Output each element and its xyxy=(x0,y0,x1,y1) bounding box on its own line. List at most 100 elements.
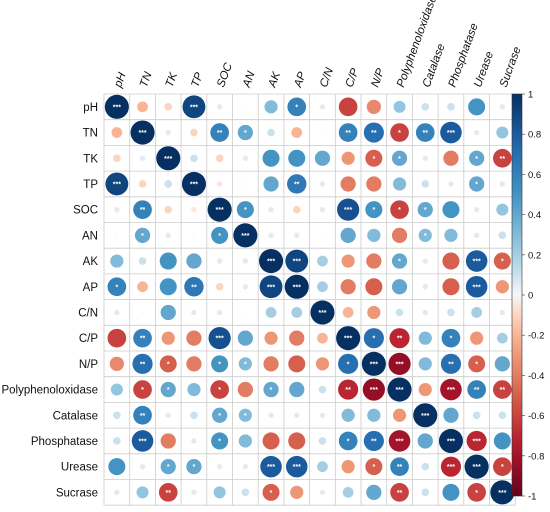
significance-stars: ** xyxy=(140,336,146,343)
correlation-circle xyxy=(421,103,430,111)
correlation-circle xyxy=(498,231,507,240)
correlation-circle xyxy=(444,228,458,242)
correlation-circle xyxy=(187,382,201,397)
correlation-circle xyxy=(191,309,197,316)
column-label: AK xyxy=(266,69,283,90)
correlation-circle xyxy=(438,428,464,454)
correlation-circle xyxy=(465,250,488,272)
significance-stars: ** xyxy=(397,336,403,343)
significance-stars: ** xyxy=(397,490,403,497)
correlation-circle xyxy=(340,279,356,295)
column-label: Sucrase xyxy=(498,45,524,89)
correlation-circle xyxy=(268,206,274,213)
row-label: TN xyxy=(83,128,98,140)
correlation-circle xyxy=(181,171,206,196)
column-label: TK xyxy=(164,70,181,89)
correlation-circle xyxy=(186,253,202,269)
correlation-circle xyxy=(292,205,301,214)
significance-stars: *** xyxy=(190,104,198,111)
correlation-circle xyxy=(242,284,249,290)
correlation-circle xyxy=(159,355,177,373)
colorbar-tick-label: 0.8 xyxy=(528,130,541,141)
correlation-circle xyxy=(259,248,284,274)
significance-stars: * xyxy=(398,207,401,214)
correlation-circle xyxy=(191,206,197,213)
correlation-circle xyxy=(238,408,252,422)
correlation-circle xyxy=(336,326,361,351)
column-label: Urease xyxy=(472,50,496,89)
correlation-circle xyxy=(290,485,304,499)
correlation-circle xyxy=(363,122,384,143)
correlation-circle xyxy=(216,104,223,110)
correlation-circle xyxy=(241,488,250,497)
correlation-circle xyxy=(366,484,382,500)
row-label: AK xyxy=(83,256,99,268)
correlation-circle xyxy=(494,356,510,372)
correlation-circle xyxy=(104,94,129,119)
correlation-circle xyxy=(318,437,327,445)
correlation-circle xyxy=(216,258,223,264)
correlation-circle xyxy=(442,252,460,270)
significance-stars: * xyxy=(398,156,401,163)
correlation-circle xyxy=(260,455,282,478)
correlation-circle xyxy=(341,254,355,268)
correlation-circle xyxy=(186,459,202,475)
correlation-circle xyxy=(138,180,147,188)
row-label: TP xyxy=(83,179,98,191)
correlation-circle xyxy=(421,180,430,188)
correlation-circle xyxy=(493,380,512,399)
correlation-circle xyxy=(108,458,126,476)
correlation-circle xyxy=(418,357,432,371)
correlation-circle xyxy=(105,172,129,196)
correlation-circle xyxy=(164,103,173,111)
correlation-circle xyxy=(237,124,253,141)
significance-stars: *** xyxy=(293,284,301,291)
column-label: TP xyxy=(189,71,205,89)
correlation-circle xyxy=(190,128,198,137)
correlation-circle xyxy=(111,127,123,138)
significance-stars: ** xyxy=(345,387,351,394)
significance-stars: * xyxy=(244,361,247,368)
column-label: AP xyxy=(292,70,309,90)
significance-stars: *** xyxy=(447,130,455,137)
correlation-circle xyxy=(415,123,435,142)
significance-stars: * xyxy=(167,464,170,471)
significance-stars: ** xyxy=(140,207,146,214)
correlation-circle xyxy=(242,258,249,264)
correlation-circle xyxy=(113,154,121,163)
correlation-circle xyxy=(417,433,433,449)
correlation-circle xyxy=(499,309,506,316)
correlation-circle xyxy=(160,381,176,398)
colorbar-tick-label: -0.2 xyxy=(528,331,544,342)
significance-stars: *** xyxy=(370,361,378,368)
significance-stars: * xyxy=(218,361,221,368)
correlation-circle xyxy=(216,463,223,470)
significance-stars: ** xyxy=(140,361,146,368)
colorbar-tick-label: 0.4 xyxy=(528,210,541,221)
significance-stars: *** xyxy=(370,387,378,394)
significance-stars: ** xyxy=(397,464,403,471)
correlation-circle xyxy=(138,257,147,265)
correlation-circle xyxy=(137,281,148,293)
correlation-circle xyxy=(190,411,198,420)
significance-stars: *** xyxy=(216,336,224,343)
significance-stars: * xyxy=(141,387,144,394)
colorbar xyxy=(511,93,523,497)
correlation-circle xyxy=(237,381,253,398)
correlation-circle xyxy=(115,234,119,237)
correlation-circle xyxy=(493,252,511,270)
significance-stars: * xyxy=(218,233,221,240)
correlation-circle xyxy=(338,123,358,142)
significance-stars: * xyxy=(372,464,375,471)
significance-stars: *** xyxy=(395,361,403,368)
row-label: C/P xyxy=(79,333,99,345)
significance-stars: *** xyxy=(473,464,481,471)
correlation-circle xyxy=(314,150,331,166)
significance-stars: * xyxy=(475,156,478,163)
significance-stars: * xyxy=(475,490,478,497)
correlation-circle xyxy=(422,284,428,290)
correlation-circle xyxy=(465,275,488,298)
correlation-circle xyxy=(319,412,326,418)
